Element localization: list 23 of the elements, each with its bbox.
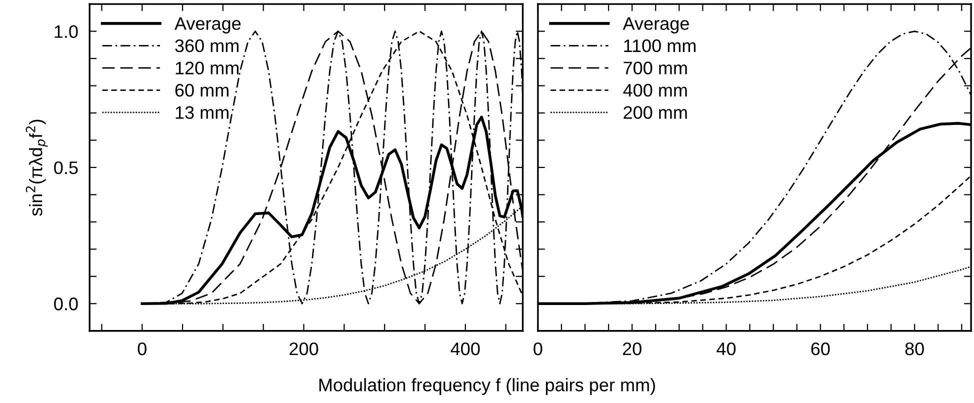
legend-label: 700 mm [624,62,687,74]
y-axis-title: sin$^{2}$(πλd$_{p}$f$^{2}$) [26,120,48,216]
x-tick-label: 0 [534,342,542,356]
legend-label: 120 mm [176,62,238,74]
y-tick-label: 1.0 [54,25,78,38]
legend-label: Average [622,17,689,34]
y-tick-label: 0.0 [54,298,78,310]
x-tick-label: 0 [138,342,146,356]
legend-label: 60 mm [175,84,228,97]
x-tick-label: 400 [450,342,480,356]
legend-label: Average [174,17,241,34]
x-tick-label: 80 [905,342,924,356]
x-axis-title: Modulation frequency f (line pairs per mm) [319,378,655,395]
x-tick-label: 40 [716,342,736,356]
legend-label: 1100 mm [624,39,696,52]
legend-label: 400 mm [623,84,687,97]
legend-label: 360 mm [175,39,238,52]
x-tick-label: 60 [811,342,830,356]
x-tick-label: 200 [290,342,318,356]
y-tick-label: 0.5 [54,161,78,174]
x-tick-label: 20 [622,342,642,356]
legend-label: 13 mm [176,106,228,119]
legend-label: 200 mm [624,106,687,119]
